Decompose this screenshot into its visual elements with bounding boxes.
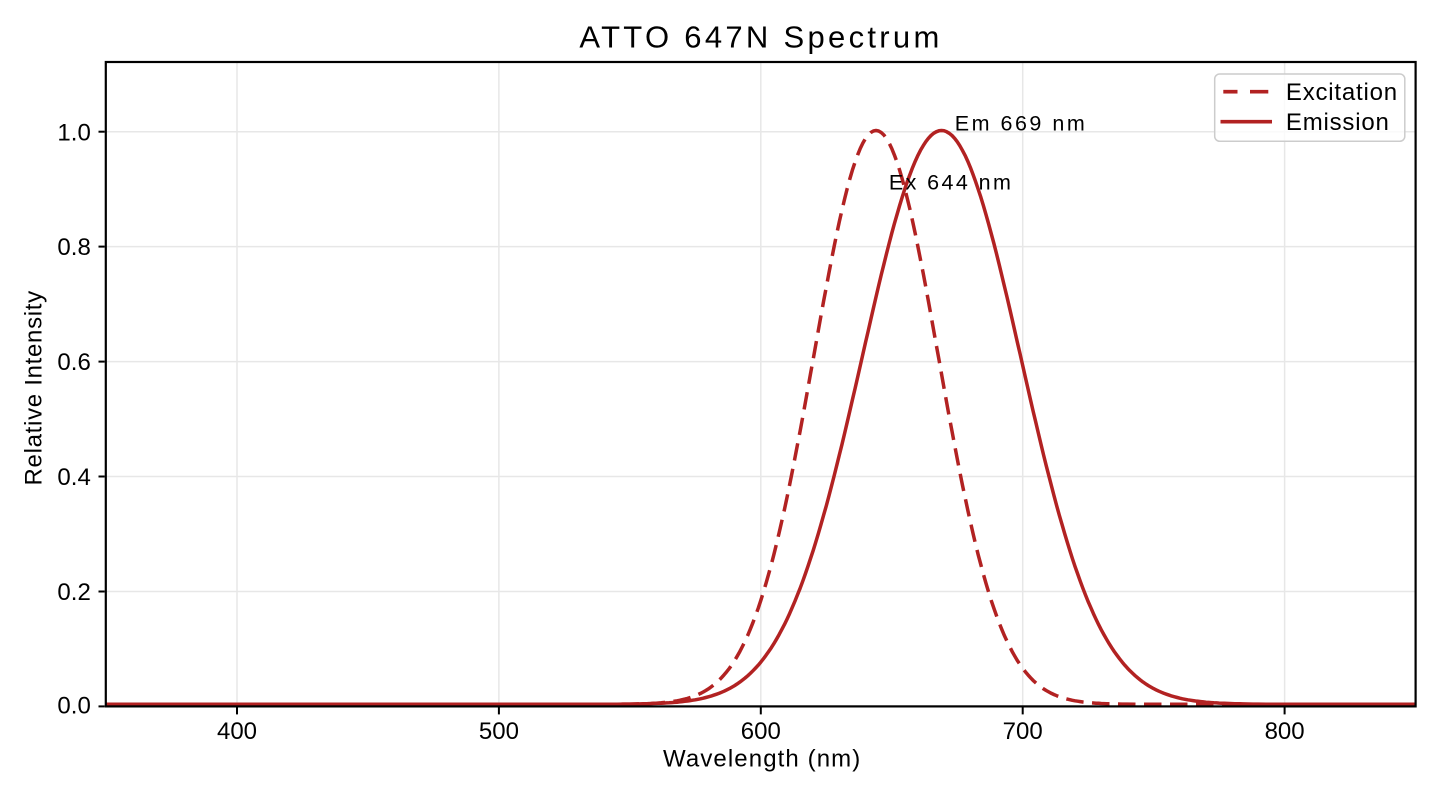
svg-text:Em 669 nm: Em 669 nm (955, 112, 1087, 136)
svg-text:1.0: 1.0 (57, 119, 90, 146)
svg-text:Ex 644 nm: Ex 644 nm (889, 171, 1013, 195)
svg-text:0.8: 0.8 (57, 234, 90, 261)
svg-text:Emission: Emission (1286, 109, 1390, 136)
svg-text:400: 400 (217, 718, 257, 745)
svg-text:0.6: 0.6 (57, 349, 90, 376)
svg-text:800: 800 (1265, 718, 1305, 745)
svg-text:0.4: 0.4 (57, 464, 90, 491)
svg-text:0.0: 0.0 (57, 693, 90, 720)
svg-text:Relative Intensity: Relative Intensity (20, 290, 47, 485)
svg-text:700: 700 (1003, 718, 1043, 745)
svg-text:Excitation: Excitation (1286, 79, 1398, 106)
svg-text:0.2: 0.2 (57, 579, 90, 606)
svg-text:ATTO 647N Spectrum: ATTO 647N Spectrum (579, 20, 942, 55)
svg-text:500: 500 (479, 718, 519, 745)
svg-text:Wavelength (nm): Wavelength (nm) (663, 745, 861, 772)
svg-text:600: 600 (741, 718, 781, 745)
